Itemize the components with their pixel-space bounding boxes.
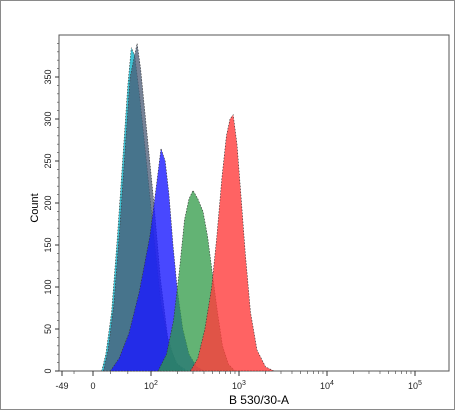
x-axis-label: B 530/30-A bbox=[229, 393, 289, 407]
y-tick-label: 200 bbox=[43, 195, 53, 210]
histogram-series-1 bbox=[103, 43, 186, 372]
y-axis-label: Count bbox=[29, 193, 41, 222]
y-tick-label: 100 bbox=[43, 279, 53, 294]
y-tick-label: 300 bbox=[43, 111, 53, 126]
x-tick-label: 0 bbox=[90, 381, 95, 391]
x-tick-label: 105 bbox=[408, 380, 422, 391]
y-tick-label: 250 bbox=[43, 153, 53, 168]
axes-group: 0 50 100 150 200 250 300 350 -49 0 102 103 104 105 bbox=[43, 43, 422, 391]
y-tick-label: 50 bbox=[43, 324, 53, 334]
x-tick-label: 104 bbox=[320, 380, 334, 391]
histogram-series-group bbox=[101, 43, 275, 372]
y-tick-label: 350 bbox=[43, 69, 53, 84]
x-tick-label: -49 bbox=[55, 381, 68, 391]
y-tick-label: 0 bbox=[43, 368, 53, 373]
histogram-series-4 bbox=[189, 114, 275, 372]
x-tick-label: 102 bbox=[144, 380, 158, 391]
y-tick-label: 150 bbox=[43, 237, 53, 252]
x-tick-label: 103 bbox=[232, 380, 246, 391]
